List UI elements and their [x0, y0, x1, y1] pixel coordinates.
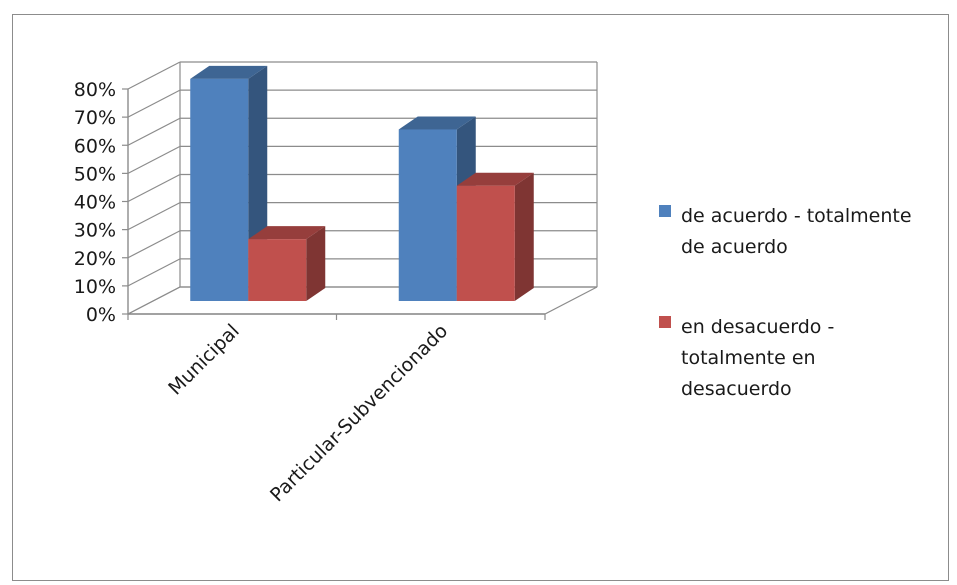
bar-top: [248, 226, 326, 240]
category-labels: Municipal Particular-Subvencionado: [164, 320, 452, 506]
legend-swatch: [659, 205, 671, 217]
legend-label: totalmente en: [681, 347, 816, 369]
legend-swatch: [659, 316, 671, 328]
legend-label: en desacuerdo -: [681, 316, 834, 338]
gridline-side: [127, 89, 181, 118]
legend: de acuerdo - totalmente de acuerdo en desa…: [659, 205, 912, 400]
bar-top: [456, 172, 534, 186]
gridline-side: [127, 202, 181, 231]
y-tick-label: 40%: [74, 192, 116, 214]
gridline-side: [127, 145, 181, 174]
bar-front: [190, 78, 249, 301]
gridline-side: [127, 258, 181, 287]
y-tick-label: 50%: [74, 163, 116, 185]
gridline-side: [127, 61, 181, 90]
gridline-side: [127, 117, 181, 146]
y-tick-label: 20%: [74, 248, 116, 270]
gridline-side: [127, 286, 181, 315]
bars: [190, 65, 534, 301]
legend-item-1: en desacuerdo - totalmente en desacuerdo: [659, 316, 834, 400]
bar-1-0: [248, 226, 326, 301]
y-tick-label: 10%: [74, 276, 116, 298]
bar-side: [306, 226, 326, 301]
legend-label: desacuerdo: [681, 378, 792, 400]
bar-front: [456, 185, 515, 301]
legend-label: de acuerdo - totalmente: [681, 205, 912, 227]
bar-1-1: [456, 172, 534, 301]
axes: [122, 88, 546, 320]
y-tick-labels: 0% 10% 20% 30% 40% 50% 60% 70% 80%: [74, 79, 116, 326]
bar-front: [398, 129, 457, 301]
category-label: Particular-Subvencionado: [266, 320, 452, 506]
y-tick-label: 30%: [74, 220, 116, 242]
bar-side: [514, 172, 534, 301]
y-tick-label: 0%: [86, 304, 116, 326]
bar-front: [248, 239, 307, 301]
gridline-side: [127, 173, 181, 203]
gridline-side: [127, 230, 181, 259]
category-label: Municipal: [164, 320, 244, 400]
bar-top: [190, 65, 268, 79]
y-tick-label: 80%: [74, 79, 116, 101]
y-tick-label: 70%: [74, 107, 116, 129]
y-tick-label: 60%: [74, 135, 116, 157]
bar-top: [398, 116, 476, 130]
legend-item-0: de acuerdo - totalmente de acuerdo: [659, 205, 912, 258]
legend-label: de acuerdo: [681, 236, 788, 258]
